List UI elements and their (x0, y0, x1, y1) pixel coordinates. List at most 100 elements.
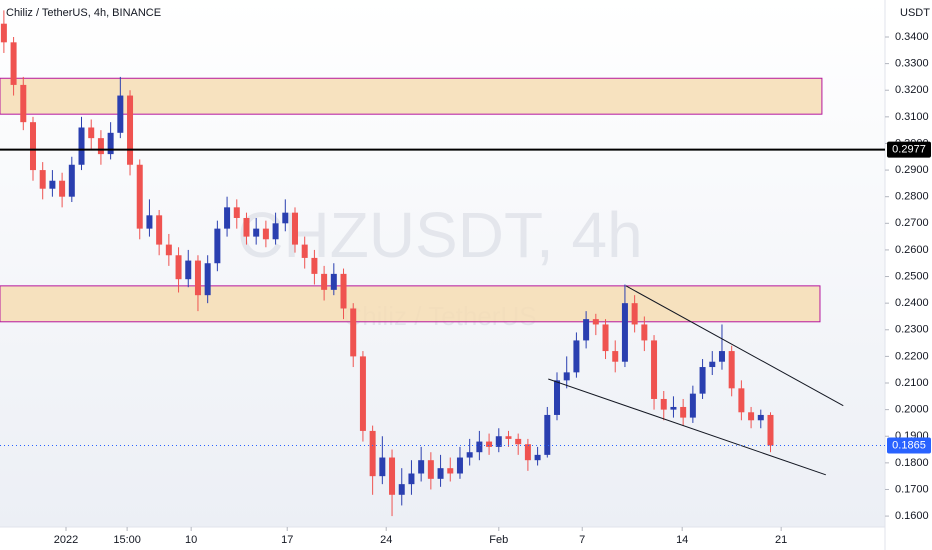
candle-body (602, 324, 609, 352)
trend-line (548, 378, 826, 476)
candle-body (262, 228, 269, 240)
candle-body (68, 164, 75, 197)
price-axis-background (885, 0, 932, 550)
candle-body (233, 207, 240, 218)
candle-body (165, 244, 172, 256)
candle-body (379, 457, 386, 477)
price-label: 0.2977 (892, 143, 926, 155)
y-tick-label: 0.2300 (895, 324, 929, 336)
zone (0, 77, 823, 115)
candle-body (631, 303, 638, 325)
y-tick-label: 0.2400 (895, 297, 929, 309)
x-tick-label: 10 (185, 534, 197, 546)
candle-body (330, 273, 337, 290)
candle-body (282, 212, 289, 224)
y-tick-label: 0.1700 (895, 483, 929, 495)
candle-body (476, 441, 483, 453)
price-label: 0.1865 (892, 439, 926, 451)
candle-body (718, 351, 725, 362)
y-tick-label: 0.2500 (895, 270, 929, 282)
candle-body (524, 444, 531, 461)
candle-body (505, 436, 512, 439)
x-tick-label: 24 (380, 534, 392, 546)
candle-body (573, 340, 580, 373)
candle-body (447, 468, 454, 474)
candle-body (10, 42, 17, 85)
watermark: CHZUSDT, 4h (237, 199, 642, 271)
candle-body (757, 414, 764, 421)
candle-body (767, 414, 774, 446)
candle-body (563, 372, 570, 381)
candle-body (515, 438, 522, 445)
x-tick-label: 21 (775, 534, 787, 546)
x-tick-label: 7 (579, 534, 585, 546)
candle-body (748, 412, 755, 421)
y-axis-label: USDT (900, 7, 930, 19)
candle-body (398, 484, 405, 495)
price-label-box (887, 437, 931, 454)
y-tick-label: 0.2900 (895, 164, 929, 176)
candle-body (175, 255, 182, 280)
y-tick-label: 0.1800 (895, 457, 929, 469)
candle-body (20, 84, 27, 123)
candle-body (39, 170, 46, 189)
candle-body (185, 260, 192, 280)
candle-body (369, 430, 376, 477)
y-tick-label: 0.3200 (895, 84, 929, 96)
candle-body (127, 95, 134, 165)
x-tick-label: 14 (676, 534, 688, 546)
candle-body (554, 380, 561, 415)
candle-body (728, 351, 735, 389)
trend-line (625, 285, 844, 407)
candle-body (466, 452, 473, 458)
candle-body (689, 393, 696, 418)
x-tick-label: 15:00 (113, 534, 141, 546)
candle-body (243, 217, 250, 237)
y-tick-label: 0.3400 (895, 31, 929, 43)
candle-body (456, 457, 463, 474)
y-tick-label: 0.2800 (895, 191, 929, 203)
candle-body (97, 138, 104, 155)
candle-body (340, 273, 347, 309)
candle-body (612, 351, 619, 362)
y-tick-label: 0.2700 (895, 217, 929, 229)
candle-body (59, 180, 66, 197)
time-axis-background (0, 527, 885, 550)
candle-body (641, 324, 648, 341)
candle-body (534, 454, 541, 461)
candle-body (359, 356, 366, 431)
x-tick-label: 17 (281, 534, 293, 546)
candle-body (272, 223, 279, 240)
y-tick-label: 0.2200 (895, 350, 929, 362)
y-tick-label: 0.3100 (895, 111, 929, 123)
candle-body (311, 257, 318, 274)
candle-body (583, 319, 590, 341)
candle-body (204, 263, 211, 296)
price-label-box (887, 141, 931, 158)
candle-body (738, 388, 745, 413)
candle-body (660, 398, 667, 410)
candle-body (49, 180, 56, 189)
candle-body (621, 303, 628, 362)
candle-body (670, 406, 677, 410)
candle-body (427, 460, 434, 479)
candle-body (146, 215, 153, 229)
y-tick-label: 0.1600 (895, 510, 929, 522)
candle-body (136, 164, 143, 229)
candle-body (709, 361, 716, 368)
candle-body (389, 457, 396, 495)
candle-body (292, 212, 298, 245)
chart-title: Chiliz / TetherUS, 4h, BINANCE (6, 7, 161, 19)
candle-body (224, 207, 231, 229)
candle-body (321, 273, 328, 290)
candle-body (437, 468, 444, 479)
x-tick-label: 2022 (54, 534, 78, 546)
candle-body (78, 127, 85, 165)
candle-body (592, 319, 599, 325)
y-tick-label: 0.3300 (895, 58, 929, 70)
candle-body (418, 460, 425, 474)
y-tick-label: 0.2000 (895, 404, 929, 416)
candle-body (0, 23, 7, 43)
candle-body (253, 228, 260, 237)
